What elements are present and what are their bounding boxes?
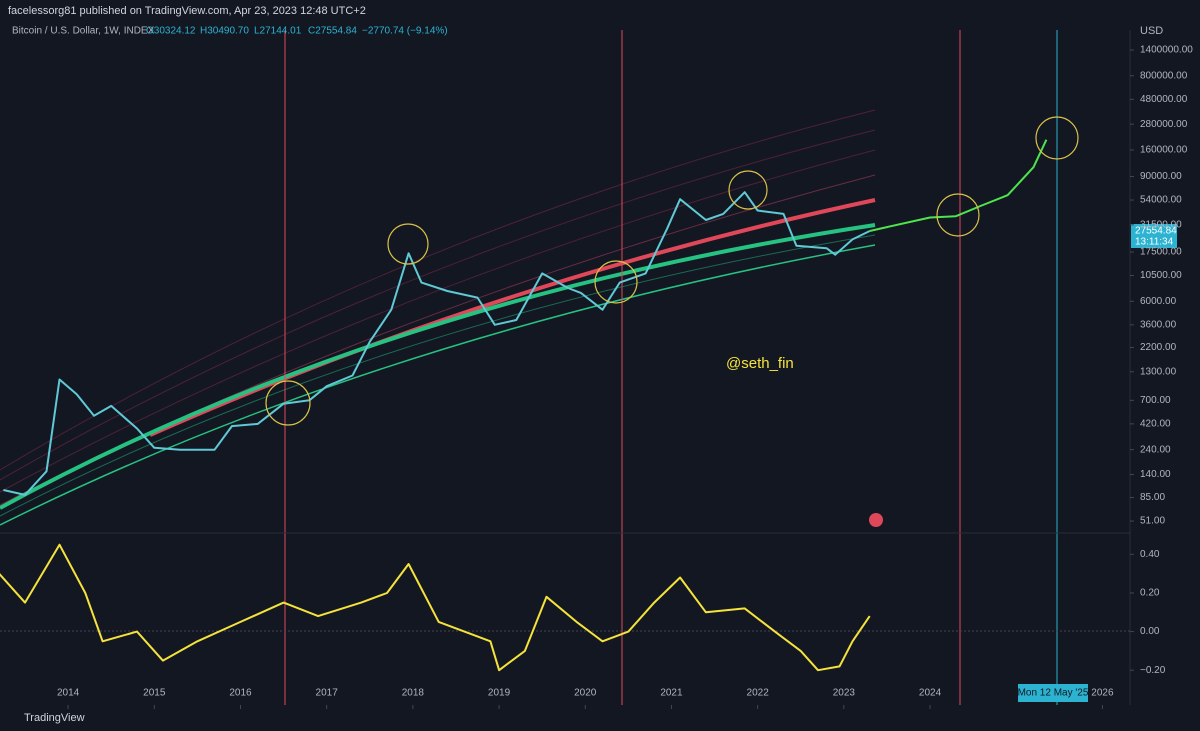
plot (0, 139, 1048, 672)
y-tick-label: 85.00 (1140, 492, 1165, 503)
close: C27554.84 (308, 26, 357, 37)
low: L27144.01 (254, 26, 302, 37)
y-tick-label: 17500.00 (1140, 247, 1182, 258)
highlight-circle (936, 193, 980, 237)
y-tick-label: 0.40 (1140, 549, 1160, 560)
y-tick-label: 54000.00 (1140, 195, 1182, 206)
y-tick-label: 6000.00 (1140, 296, 1177, 307)
x-tick-label: 2019 (488, 688, 511, 699)
circles (265, 116, 1079, 426)
open: O30324.12 (146, 26, 196, 37)
x-tick-label: 2026 (1091, 688, 1114, 699)
band-line (0, 234, 876, 517)
y-tick-label: 1300.00 (1140, 366, 1177, 377)
y-tick-label: 140.00 (1140, 469, 1171, 480)
change: −2770.74 (−9.14%) (362, 26, 448, 37)
x-tick-label: 2016 (229, 688, 252, 699)
vertical-lines (284, 30, 1058, 705)
highlight-circle (728, 170, 768, 210)
y-tick-label: 3600.00 (1140, 319, 1177, 330)
ribbon (0, 109, 876, 526)
price-label: 27554.84 (1135, 226, 1177, 237)
x-tick-label: 2023 (833, 688, 856, 699)
x-tick-label: 2018 (402, 688, 425, 699)
price-label-box (1131, 224, 1177, 248)
y-tick-label: 90000.00 (1140, 171, 1182, 182)
cursor-label: Mon 12 May '25 (1018, 688, 1089, 699)
symbol: Bitcoin / U.S. Dollar, 1W, INDEX (12, 26, 155, 37)
y-tick-label: 0.20 (1140, 588, 1160, 599)
y-tick-label: 160000.00 (1140, 145, 1188, 156)
annotation: @seth_fin (726, 355, 794, 372)
band-line (0, 109, 876, 471)
x-tick-label: 2014 (57, 688, 80, 699)
cursor-label-box (1018, 684, 1088, 702)
y-tick-label: 700.00 (1140, 395, 1171, 406)
y-tick-label: 31500.00 (1140, 220, 1182, 231)
y-tick-label: 240.00 (1140, 444, 1171, 455)
highlight-circle (594, 260, 638, 304)
highlight-circle (387, 223, 429, 265)
x-tick-label: 2020 (574, 688, 597, 699)
series-line (0, 543, 871, 672)
y-tick-label: 51.00 (1140, 516, 1165, 527)
y-tick-label: 1400000.00 (1140, 45, 1193, 56)
highlight-circle (1035, 116, 1079, 160)
lower-band (0, 244, 876, 526)
currency: USD (1140, 25, 1163, 37)
x-tick-label: 2017 (316, 688, 339, 699)
footer: TradingView (24, 712, 85, 724)
y-tick-label: 0.00 (1140, 626, 1160, 637)
series-line (869, 139, 1048, 232)
y-tick-label: 420.00 (1140, 419, 1171, 430)
y-tick-label: 280000.00 (1140, 119, 1188, 130)
band-line (0, 149, 876, 493)
y-tick-label: 10500.00 (1140, 270, 1182, 281)
x-tick-label: 2022 (747, 688, 770, 699)
green-band (0, 223, 876, 510)
highlight-circle (265, 380, 311, 426)
publisher: facelessorg81 published on TradingView.c… (8, 5, 366, 17)
high: H30490.70 (200, 26, 249, 37)
event-icon[interactable] (869, 513, 883, 527)
y-tick-label: 800000.00 (1140, 70, 1188, 81)
y-tick-label: 480000.00 (1140, 94, 1188, 105)
x-tick-label: 2024 (919, 688, 942, 699)
x-tick-label: 2021 (660, 688, 683, 699)
series-line (3, 191, 871, 496)
x-tick-label: 2015 (143, 688, 166, 699)
countdown: 13:11:34 (1135, 237, 1174, 248)
y-tick-label: 2200.00 (1140, 342, 1177, 353)
y-tick-label: −0.20 (1140, 665, 1166, 676)
